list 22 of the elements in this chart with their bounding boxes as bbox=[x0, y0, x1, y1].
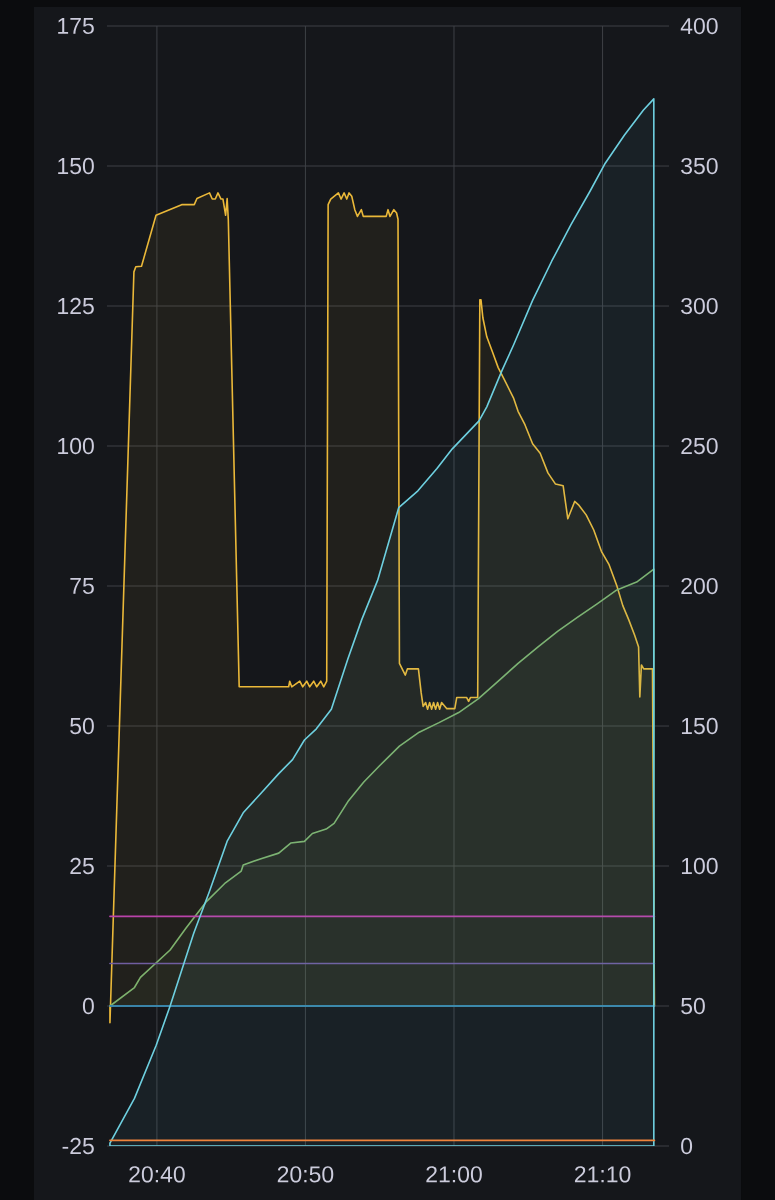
y-tick-label: 0 bbox=[82, 997, 94, 1015]
y2-tick-label: 150 bbox=[681, 717, 718, 735]
x-tick-label: 21:00 bbox=[426, 1166, 482, 1183]
y-tick-label: 100 bbox=[58, 437, 94, 455]
y-tick-label: 75 bbox=[70, 577, 94, 595]
y-tick-label: -25 bbox=[62, 1137, 94, 1155]
x-tick-label: 21:10 bbox=[574, 1166, 631, 1183]
y-tick-label: 125 bbox=[58, 297, 94, 315]
y2-tick-label: 350 bbox=[681, 157, 718, 175]
y-tick-label: 150 bbox=[58, 157, 94, 175]
y2-tick-label: 250 bbox=[681, 437, 718, 455]
y2-tick-label: 0 bbox=[681, 1137, 693, 1155]
x-tick-label: 20:40 bbox=[129, 1166, 185, 1183]
y2-tick-label: 400 bbox=[680, 17, 718, 35]
y-tick-label: 175 bbox=[58, 17, 94, 35]
y-tick-label: 25 bbox=[70, 857, 94, 875]
y2-tick-label: 300 bbox=[681, 297, 718, 315]
y2-tick-label: 50 bbox=[681, 997, 705, 1015]
x-tick-label: 20:50 bbox=[277, 1166, 334, 1183]
y2-tick-label: 200 bbox=[681, 577, 718, 595]
y2-tick-label: 100 bbox=[681, 857, 718, 875]
y-tick-label: 50 bbox=[70, 717, 94, 735]
